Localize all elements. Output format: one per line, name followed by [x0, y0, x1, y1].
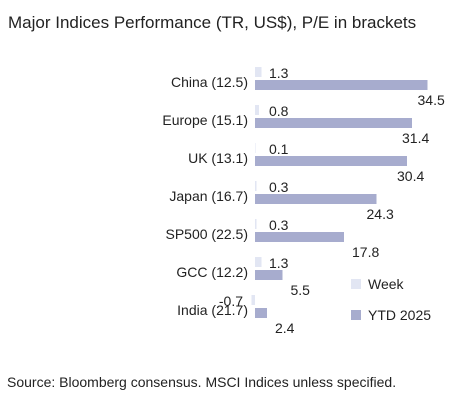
data-label-ytd: 30.4 [397, 168, 424, 184]
category-label: Europe (15.1) [162, 112, 248, 128]
legend-label-ytd: YTD 2025 [368, 307, 431, 323]
bar-week [255, 143, 256, 153]
bar-week [255, 257, 262, 267]
data-label-week: 1.3 [269, 255, 289, 271]
data-label-week: 0.3 [269, 179, 289, 195]
bar-week [255, 181, 257, 191]
category-label: Japan (16.7) [169, 188, 248, 204]
bar-week [255, 219, 257, 229]
bar-week [251, 295, 255, 305]
legend: Week YTD 2025 [351, 276, 431, 323]
data-label-ytd: 2.4 [275, 320, 295, 336]
source-note: Source: Bloomberg consensus. MSCI Indice… [7, 374, 396, 390]
bar-week [255, 67, 262, 77]
category-label: India (21.7) [177, 302, 248, 318]
category-label: China (12.5) [171, 74, 248, 90]
bar-ytd [255, 194, 377, 204]
chart-title: Major Indices Performance (TR, US$), P/E… [8, 13, 416, 32]
data-label-ytd: 31.4 [402, 130, 429, 146]
bar-ytd [255, 232, 344, 242]
bar-ytd [255, 118, 412, 128]
category-label: UK (13.1) [188, 150, 248, 166]
data-label-ytd: 5.5 [291, 282, 311, 298]
legend-swatch-week [351, 279, 361, 289]
data-label-ytd: 34.5 [418, 92, 445, 108]
bar-ytd [255, 156, 407, 166]
legend-label-week: Week [368, 276, 405, 292]
bar-ytd [255, 80, 428, 90]
data-label-week: -0.7 [219, 293, 243, 309]
legend-swatch-ytd [351, 310, 361, 320]
data-label-ytd: 24.3 [367, 206, 394, 222]
bar-week [255, 105, 259, 115]
data-label-week: 0.8 [269, 103, 289, 119]
bars: China (12.5) 1.3 34.5 Europe (15.1) 0.8 31.4 U… [162, 65, 445, 336]
data-label-week: 1.3 [269, 65, 289, 81]
data-label-week: 0.1 [269, 141, 289, 157]
data-label-week: 0.3 [269, 217, 289, 233]
data-label-ytd: 17.8 [352, 244, 379, 260]
category-label: GCC (12.2) [176, 264, 248, 280]
category-label: SP500 (22.5) [166, 226, 249, 242]
bar-ytd [255, 270, 283, 280]
bar-ytd [255, 308, 267, 318]
